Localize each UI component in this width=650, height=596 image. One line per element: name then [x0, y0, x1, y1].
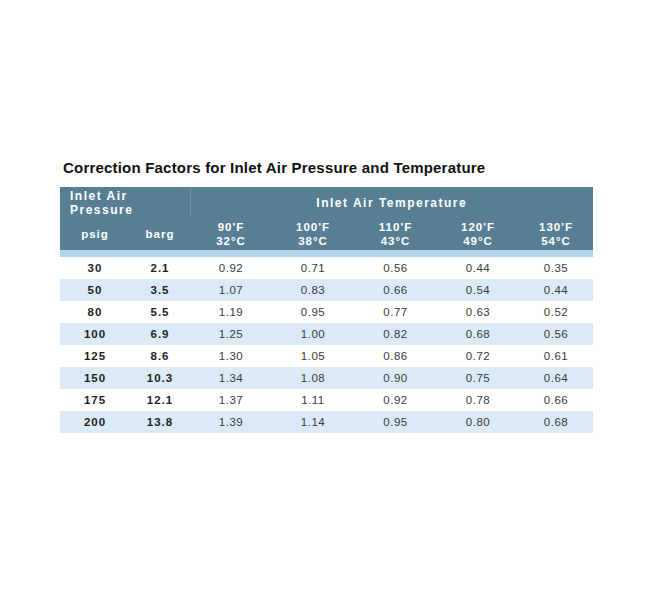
table-row: 1006.91.251.000.820.680.56	[60, 323, 593, 345]
cell-correction-factor: 0.64	[519, 367, 593, 389]
column-header-130f: 130'F 54°C	[519, 217, 593, 250]
cell-correction-factor: 0.90	[354, 367, 437, 389]
cell-correction-factor: 0.68	[437, 323, 519, 345]
cell-correction-factor: 0.61	[519, 345, 593, 367]
column-header-barg: barg	[130, 217, 190, 250]
cell-correction-factor: 0.83	[272, 279, 354, 301]
fahrenheit-label: 100'F	[272, 220, 354, 234]
fahrenheit-label: 90'F	[190, 220, 272, 234]
cell-barg: 12.1	[130, 389, 190, 411]
group-header-row: Inlet Air Pressure Inlet Air Temperature	[60, 187, 593, 217]
cell-correction-factor: 0.63	[437, 301, 519, 323]
cell-correction-factor: 0.78	[437, 389, 519, 411]
cell-correction-factor: 1.39	[190, 411, 272, 433]
cell-correction-factor: 0.82	[354, 323, 437, 345]
cell-correction-factor: 1.25	[190, 323, 272, 345]
column-header-120f: 120'F 49°C	[437, 217, 519, 250]
cell-correction-factor: 0.72	[437, 345, 519, 367]
cell-correction-factor: 0.54	[437, 279, 519, 301]
table-row: 15010.31.341.080.900.750.64	[60, 367, 593, 389]
cell-correction-factor: 0.77	[354, 301, 437, 323]
cell-barg: 13.8	[130, 411, 190, 433]
cell-correction-factor: 0.66	[354, 279, 437, 301]
column-header-label: barg	[146, 228, 175, 240]
cell-barg: 8.6	[130, 345, 190, 367]
column-header-110f: 110'F 43°C	[354, 217, 437, 250]
cell-correction-factor: 0.92	[354, 389, 437, 411]
header-spacer-band	[60, 250, 593, 257]
cell-barg: 5.5	[130, 301, 190, 323]
cell-correction-factor: 1.11	[272, 389, 354, 411]
table-row: 805.51.190.950.770.630.52	[60, 301, 593, 323]
table-row: 503.51.070.830.660.540.44	[60, 279, 593, 301]
cell-correction-factor: 0.66	[519, 389, 593, 411]
table-row: 20013.81.391.140.950.800.68	[60, 411, 593, 433]
cell-psig: 30	[60, 257, 130, 279]
cell-correction-factor: 0.86	[354, 345, 437, 367]
celsius-label: 54°C	[519, 234, 593, 248]
celsius-label: 43°C	[354, 234, 437, 248]
cell-psig: 150	[60, 367, 130, 389]
cell-psig: 125	[60, 345, 130, 367]
table-row: 1258.61.301.050.860.720.61	[60, 345, 593, 367]
cell-correction-factor: 0.95	[354, 411, 437, 433]
table-row: 302.10.920.710.560.440.35	[60, 257, 593, 279]
header-spacer-row	[60, 250, 593, 257]
fahrenheit-label: 110'F	[354, 220, 437, 234]
cell-psig: 100	[60, 323, 130, 345]
correction-factors-section: Correction Factors for Inlet Air Pressur…	[60, 159, 593, 433]
cell-correction-factor: 0.44	[437, 257, 519, 279]
cell-barg: 2.1	[130, 257, 190, 279]
column-header-label: psig	[81, 228, 109, 240]
table-body: 302.10.920.710.560.440.35503.51.070.830.…	[60, 257, 593, 433]
cell-correction-factor: 0.71	[272, 257, 354, 279]
group-header-inlet-air-pressure: Inlet Air Pressure	[60, 187, 190, 217]
cell-correction-factor: 0.52	[519, 301, 593, 323]
cell-correction-factor: 0.56	[354, 257, 437, 279]
cell-correction-factor: 0.68	[519, 411, 593, 433]
cell-correction-factor: 1.07	[190, 279, 272, 301]
cell-psig: 175	[60, 389, 130, 411]
cell-psig: 50	[60, 279, 130, 301]
fahrenheit-label: 130'F	[519, 220, 593, 234]
cell-correction-factor: 1.30	[190, 345, 272, 367]
cell-correction-factor: 0.44	[519, 279, 593, 301]
cell-psig: 200	[60, 411, 130, 433]
page-title: Correction Factors for Inlet Air Pressur…	[63, 159, 593, 176]
cell-correction-factor: 1.00	[272, 323, 354, 345]
celsius-label: 32°C	[190, 234, 272, 248]
table-row: 17512.11.371.110.920.780.66	[60, 389, 593, 411]
table-header: Inlet Air Pressure Inlet Air Temperature…	[60, 187, 593, 257]
cell-correction-factor: 0.92	[190, 257, 272, 279]
cell-barg: 10.3	[130, 367, 190, 389]
group-header-inlet-air-temperature: Inlet Air Temperature	[190, 187, 593, 217]
cell-correction-factor: 0.35	[519, 257, 593, 279]
cell-correction-factor: 0.95	[272, 301, 354, 323]
cell-correction-factor: 1.34	[190, 367, 272, 389]
celsius-label: 38°C	[272, 234, 354, 248]
column-header-row: psig barg 90'F 32°C 100'F 38°C 110'F 43°…	[60, 217, 593, 250]
column-header-psig: psig	[60, 217, 130, 250]
cell-correction-factor: 1.37	[190, 389, 272, 411]
column-header-100f: 100'F 38°C	[272, 217, 354, 250]
cell-correction-factor: 1.05	[272, 345, 354, 367]
cell-barg: 3.5	[130, 279, 190, 301]
celsius-label: 49°C	[437, 234, 519, 248]
cell-correction-factor: 0.75	[437, 367, 519, 389]
cell-correction-factor: 0.80	[437, 411, 519, 433]
column-header-90f: 90'F 32°C	[190, 217, 272, 250]
cell-correction-factor: 0.56	[519, 323, 593, 345]
cell-barg: 6.9	[130, 323, 190, 345]
fahrenheit-label: 120'F	[437, 220, 519, 234]
cell-correction-factor: 1.14	[272, 411, 354, 433]
cell-correction-factor: 1.08	[272, 367, 354, 389]
correction-factors-table: Inlet Air Pressure Inlet Air Temperature…	[60, 187, 593, 433]
cell-correction-factor: 1.19	[190, 301, 272, 323]
cell-psig: 80	[60, 301, 130, 323]
